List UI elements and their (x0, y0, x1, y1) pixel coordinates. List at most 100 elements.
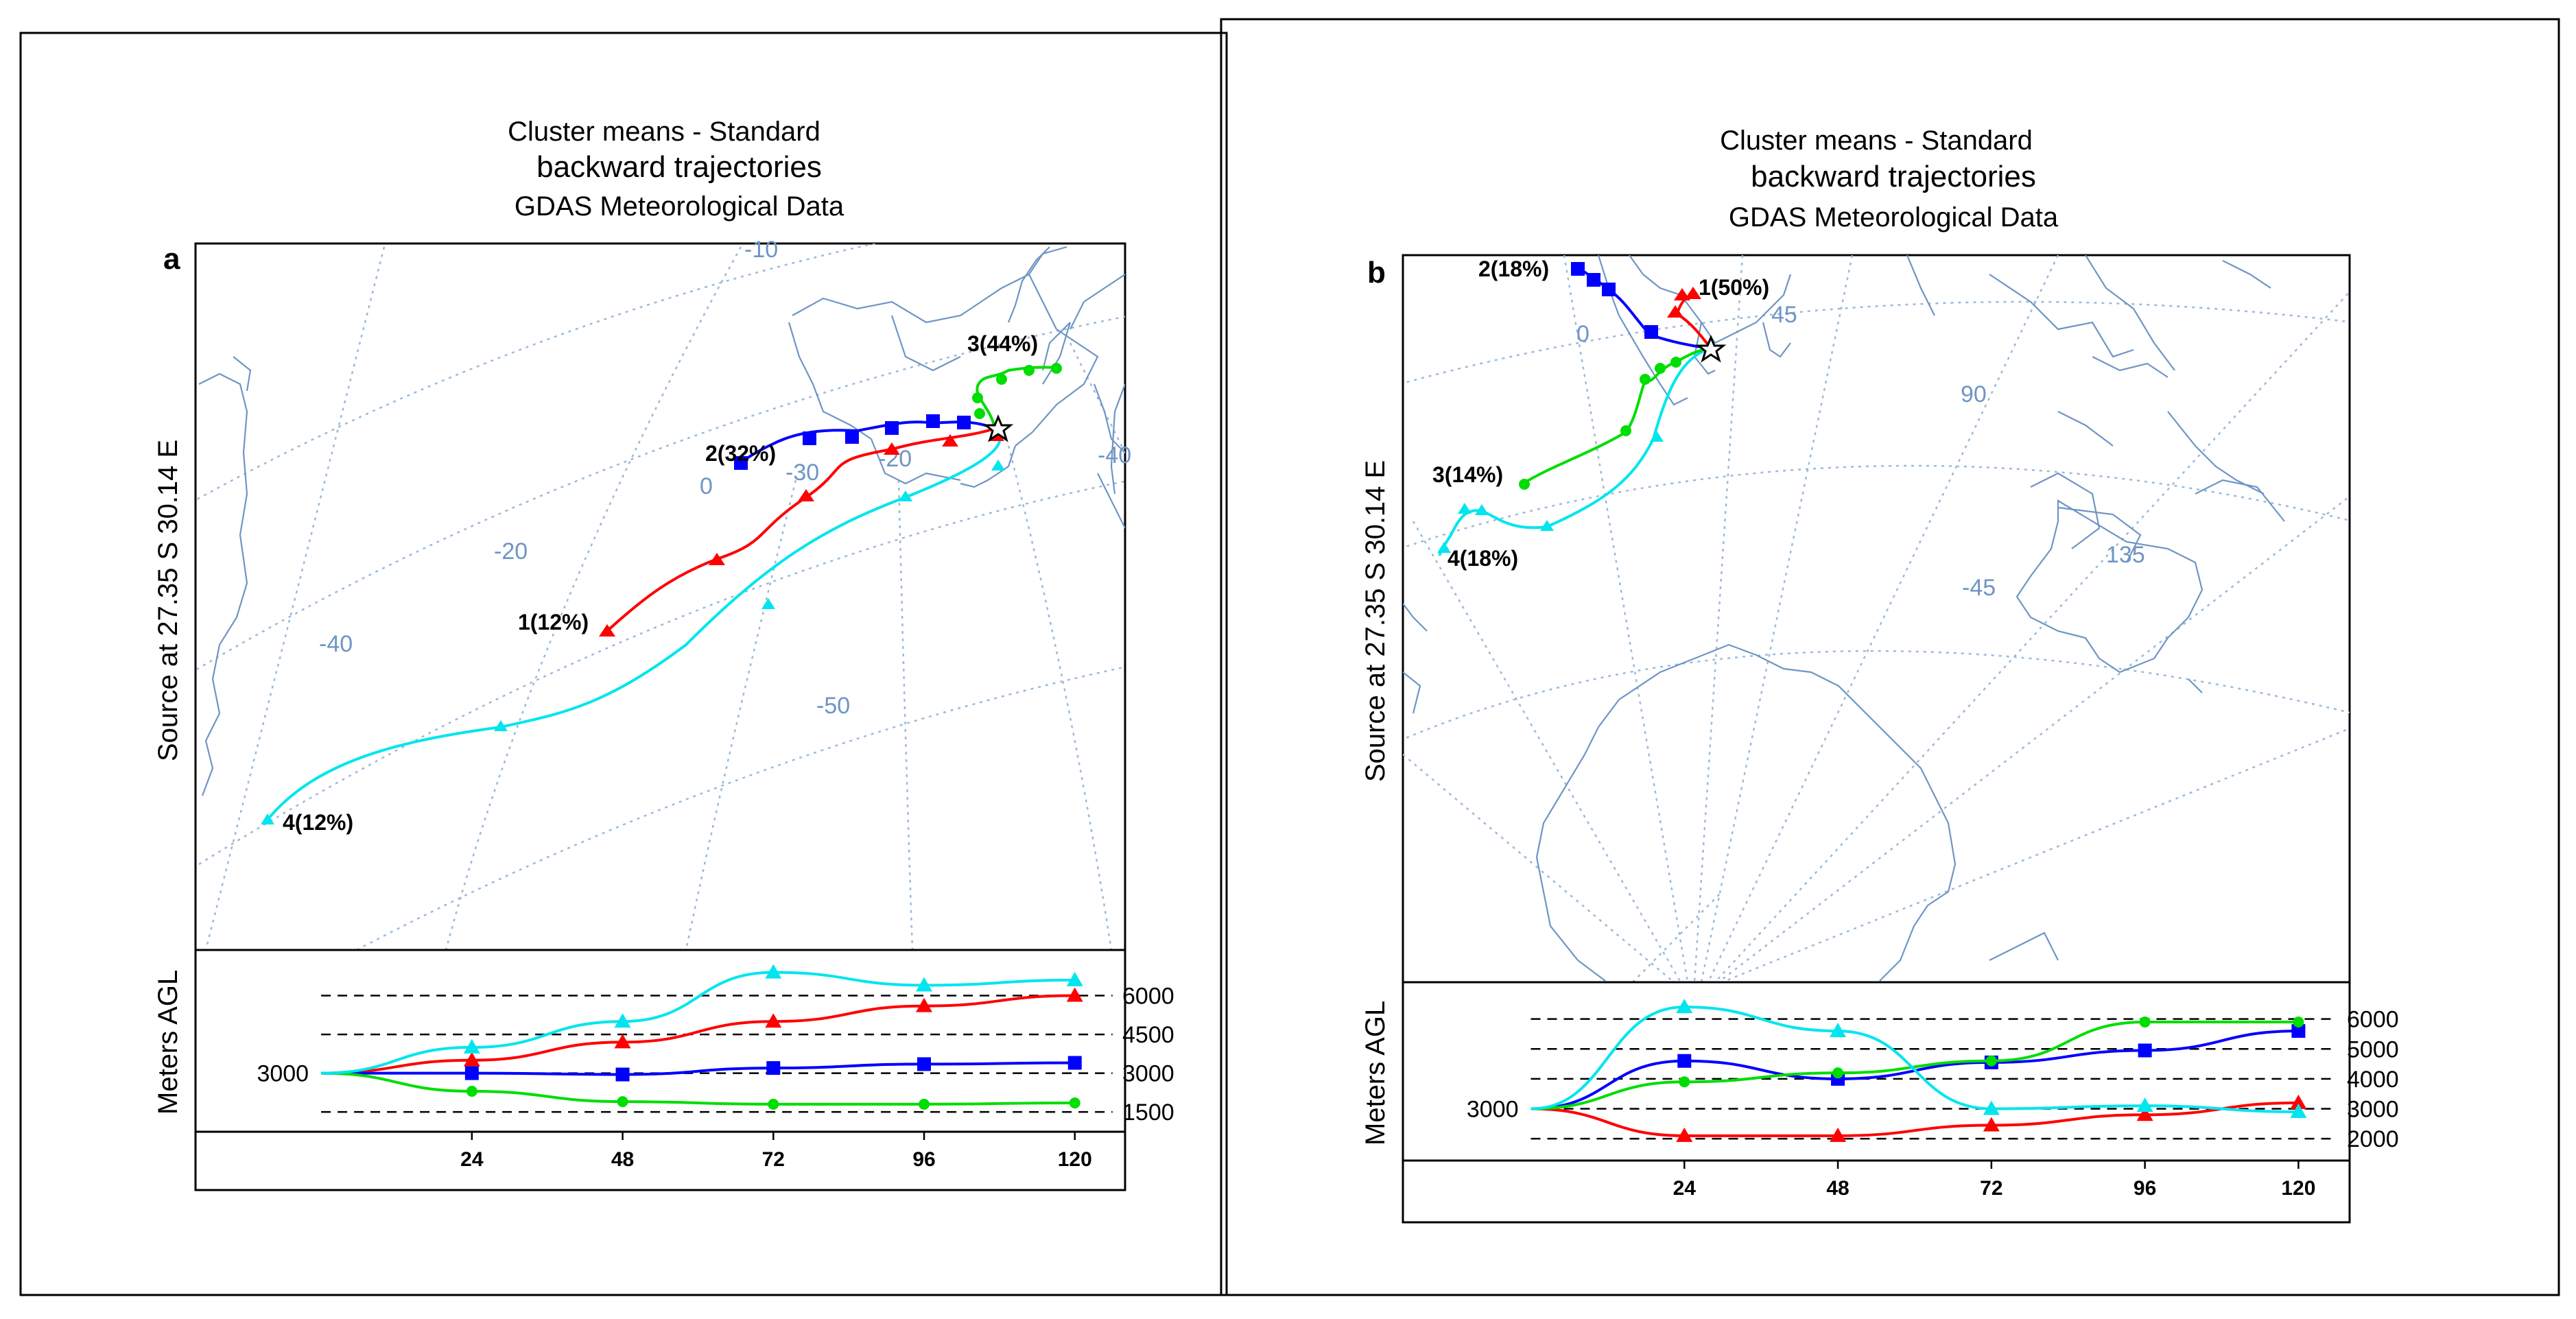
cluster-label: 3(44%) (967, 331, 1038, 356)
marker-cluster-3 (1620, 425, 1631, 436)
lat-label: 0 (700, 473, 713, 499)
marker-cluster-3 (1670, 357, 1681, 368)
height-start-label: 3000 (257, 1061, 309, 1087)
height-marker-cluster-4 (463, 1038, 480, 1054)
marker-cluster-4 (494, 720, 508, 731)
cluster-label: 1(50%) (1699, 275, 1769, 300)
panel-a-map-frame (194, 242, 1126, 951)
source-star-icon (982, 414, 1014, 442)
marker-cluster-3 (1024, 365, 1035, 376)
panel-b-map-grid (1403, 255, 2350, 982)
height-marker-cluster-3 (2139, 1017, 2151, 1027)
height-marker-cluster-1 (614, 1034, 631, 1049)
panel-a-title-line-2: backward trajectories (536, 150, 822, 184)
height-marker-cluster-1 (463, 1051, 480, 1067)
panel-a: Cluster means - Standard backward trajec… (19, 32, 1228, 1296)
height-series-cluster-2 (1531, 1030, 2299, 1110)
height-marker-cluster-4 (916, 977, 933, 992)
height-series-cluster-1 (1531, 1101, 2299, 1137)
marker-cluster-4 (1540, 520, 1554, 531)
lon-label: 90 (1961, 381, 1987, 407)
panel-b-markers (1437, 262, 1727, 553)
panel-b-coastlines (1403, 255, 2285, 982)
lat-label: -40 (1098, 442, 1131, 468)
height-marker-cluster-3 (1679, 1076, 1690, 1088)
height-xtick-label: 48 (611, 1148, 634, 1171)
lon-label: 45 (1771, 302, 1797, 328)
panel-a-cluster-labels: 1(12%) 2(32%) 3(44%) 4(12%) (283, 331, 1038, 835)
height-series-cluster-1 (321, 994, 1075, 1075)
marker-cluster-4 (899, 490, 912, 501)
height-marker-cluster-4 (765, 964, 782, 979)
panel-b-height-panel: Meters AGL 6000 5000 4000 3000 2000 3000 24 48 7… (1360, 981, 2399, 1224)
height-ytick-label: 4500 (1122, 1022, 1174, 1048)
cluster-label: 3(14%) (1432, 462, 1503, 487)
marker-cluster-2 (1602, 283, 1616, 296)
height-marker-cluster-1 (2290, 1094, 2307, 1109)
marker-cluster-2 (734, 456, 748, 470)
panel-b-title-line-3: GDAS Meteorological Data (1729, 202, 2059, 233)
marker-cluster-4 (761, 598, 775, 609)
height-marker-cluster-3 (617, 1096, 628, 1108)
panel-a-title-line-1: Cluster means - Standard (508, 117, 820, 147)
height-ytick-label: 5000 (2347, 1036, 2399, 1062)
height-ytick-label: 2000 (2347, 1126, 2399, 1152)
height-marker-cluster-4 (614, 1013, 631, 1028)
panel-b-cluster-labels: 1(50%) 2(18%) 3(14%) 4(18%) (1432, 257, 1769, 571)
cluster-label: 4(18%) (1447, 546, 1518, 571)
height-marker-cluster-4 (1830, 1023, 1847, 1038)
panel-b-map: 0 45 90 135 -45 (1367, 254, 2351, 984)
lon-label: -20 (494, 538, 528, 565)
height-marker-cluster-2 (1067, 1056, 1082, 1070)
marker-cluster-3 (972, 392, 983, 403)
panel-a-lon-labels: -20 -40 (319, 538, 528, 657)
lat-label: -10 (744, 237, 778, 263)
panel-b-map-frame (1402, 254, 2351, 984)
height-ytick-label: 3000 (1122, 1061, 1174, 1087)
height-xtick-label: 24 (460, 1148, 484, 1171)
panel-b-title-line-1: Cluster means - Standard (1720, 126, 2033, 156)
height-marker-cluster-1 (1676, 1127, 1693, 1142)
height-xtick-label: 72 (1980, 1177, 2002, 1200)
height-ytick-label: 1500 (1122, 1100, 1174, 1126)
height-marker-cluster-3 (466, 1086, 477, 1097)
cluster-label: 2(18%) (1478, 257, 1549, 281)
panel-a-outer-border (19, 32, 1228, 1296)
panel-a-height-ylabel: Meters AGL (153, 970, 183, 1115)
height-ytick-label: 6000 (2347, 1007, 2399, 1033)
height-ytick-label: 6000 (1122, 984, 1174, 1010)
trajectory-cluster-3 (976, 366, 1057, 429)
panel-a-height-panel: Meters AGL 6000 4500 3000 1500 3000 24 48 72 96 1… (153, 949, 1174, 1191)
height-marker-cluster-3 (1069, 1097, 1080, 1108)
marker-cluster-2 (957, 416, 971, 429)
marker-cluster-2 (1587, 273, 1600, 287)
height-marker-cluster-2 (1677, 1054, 1692, 1068)
marker-cluster-4 (1475, 504, 1489, 515)
cluster-label: 2(32%) (705, 441, 776, 466)
panel-b-outer-border (1220, 18, 2560, 1296)
height-marker-cluster-1 (765, 1013, 782, 1028)
height-marker-cluster-1 (1066, 987, 1083, 1002)
marker-cluster-3 (974, 408, 985, 419)
panel-b: Cluster means - Standard backward trajec… (1220, 18, 2560, 1296)
panel-b-height-ylabel: Meters AGL (1360, 1001, 1391, 1145)
panel-a-letter: a (163, 242, 180, 276)
height-series-cluster-4 (1531, 1006, 2299, 1113)
height-marker-cluster-2 (917, 1057, 932, 1071)
marker-cluster-1 (1667, 305, 1683, 318)
marker-cluster-3 (1640, 374, 1651, 385)
panel-a-coastlines (198, 246, 1125, 796)
trajectory-cluster-4 (266, 427, 1002, 821)
panel-b-title-line-2: backward trajectories (1751, 160, 2036, 193)
source-star-icon (1695, 335, 1727, 363)
height-marker-cluster-1 (2136, 1106, 2153, 1121)
marker-cluster-1 (599, 624, 615, 637)
marker-cluster-3 (1519, 479, 1530, 490)
marker-cluster-1 (884, 442, 900, 455)
height-marker-cluster-3 (768, 1098, 779, 1110)
marker-cluster-2 (845, 430, 859, 444)
height-ytick-label: 4000 (2347, 1067, 2399, 1093)
height-xtick-label: 120 (2281, 1177, 2315, 1200)
panel-a-xaxis-box (194, 1130, 1126, 1191)
